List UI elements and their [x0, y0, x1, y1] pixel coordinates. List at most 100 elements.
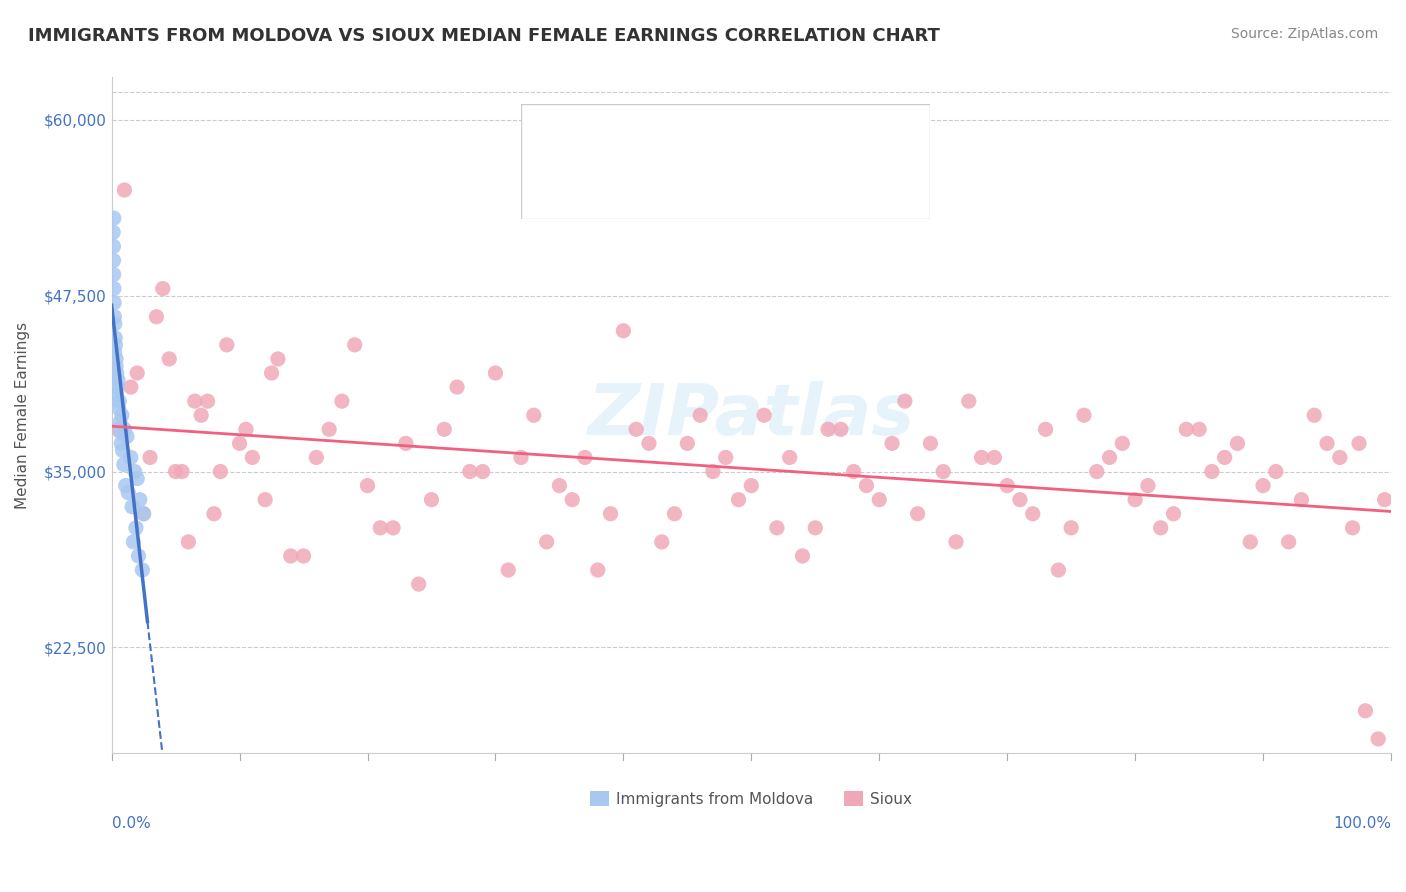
- Point: [240, 450, 263, 465]
- Point: [177, 535, 200, 549]
- Point: [804, 521, 827, 535]
- Point: [120, 380, 142, 394]
- Point: [395, 436, 418, 450]
- Point: [536, 535, 558, 549]
- Text: 0.0%: 0.0%: [111, 816, 150, 831]
- Point: [120, 450, 142, 465]
- Point: [1341, 521, 1364, 535]
- Point: [235, 422, 257, 436]
- Point: [108, 415, 131, 429]
- Point: [727, 492, 749, 507]
- Point: [586, 563, 609, 577]
- Y-axis label: Median Female Earnings: Median Female Earnings: [15, 322, 30, 508]
- Point: [112, 458, 135, 472]
- Point: [702, 465, 724, 479]
- Point: [107, 373, 129, 387]
- Point: [202, 507, 225, 521]
- Point: [1111, 436, 1133, 450]
- Point: [103, 268, 125, 282]
- Point: [124, 465, 146, 479]
- Point: [111, 443, 134, 458]
- Point: [132, 507, 155, 521]
- Point: [111, 408, 134, 422]
- Point: [343, 338, 366, 352]
- Point: [165, 465, 187, 479]
- Point: [1251, 478, 1274, 492]
- Point: [779, 450, 801, 465]
- Point: [523, 408, 546, 422]
- Point: [1123, 492, 1146, 507]
- Point: [1008, 492, 1031, 507]
- Point: [484, 366, 506, 380]
- Point: [105, 351, 128, 366]
- Point: [105, 387, 128, 401]
- Point: [1213, 450, 1236, 465]
- Point: [104, 338, 127, 352]
- Point: [104, 317, 127, 331]
- Point: [197, 394, 219, 409]
- Point: [105, 366, 128, 380]
- Point: [209, 465, 232, 479]
- Point: [1316, 436, 1339, 450]
- Point: [128, 492, 150, 507]
- Point: [115, 429, 138, 443]
- Point: [101, 225, 124, 239]
- Point: [103, 211, 125, 226]
- Point: [127, 366, 149, 380]
- Point: [107, 422, 129, 436]
- Point: [117, 485, 139, 500]
- Point: [104, 331, 127, 345]
- Text: IMMIGRANTS FROM MOLDOVA VS SIOUX MEDIAN FEMALE EARNINGS CORRELATION CHART: IMMIGRANTS FROM MOLDOVA VS SIOUX MEDIAN …: [28, 27, 941, 45]
- Point: [132, 507, 155, 521]
- Point: [689, 408, 711, 422]
- Point: [433, 422, 456, 436]
- Point: [145, 310, 167, 324]
- Point: [184, 394, 207, 409]
- Point: [907, 507, 929, 521]
- Point: [510, 450, 533, 465]
- Point: [215, 338, 238, 352]
- Point: [752, 408, 775, 422]
- Point: [110, 425, 132, 439]
- Point: [1022, 507, 1045, 521]
- Point: [105, 359, 128, 373]
- Point: [714, 450, 737, 465]
- Point: [131, 563, 153, 577]
- Point: [766, 521, 789, 535]
- Point: [292, 549, 315, 563]
- Point: [112, 422, 135, 436]
- Point: [920, 436, 942, 450]
- Point: [190, 408, 212, 422]
- Point: [356, 478, 378, 492]
- Point: [1201, 465, 1223, 479]
- Point: [1188, 422, 1211, 436]
- Point: [170, 465, 193, 479]
- Point: [121, 500, 143, 514]
- Point: [1098, 450, 1121, 465]
- Point: [1073, 408, 1095, 422]
- Point: [676, 436, 699, 450]
- Point: [112, 183, 135, 197]
- Point: [496, 563, 519, 577]
- Point: [1085, 465, 1108, 479]
- Point: [638, 436, 661, 450]
- Point: [330, 394, 353, 409]
- Point: [574, 450, 596, 465]
- Point: [1264, 465, 1286, 479]
- Point: [1175, 422, 1198, 436]
- Legend: Immigrants from Moldova, Sioux: Immigrants from Moldova, Sioux: [585, 785, 918, 813]
- Text: 100.0%: 100.0%: [1333, 816, 1391, 831]
- Point: [1348, 436, 1371, 450]
- Point: [420, 492, 443, 507]
- Point: [1239, 535, 1261, 549]
- Point: [254, 492, 277, 507]
- Point: [139, 450, 162, 465]
- Point: [103, 295, 125, 310]
- Point: [1136, 478, 1159, 492]
- Point: [127, 472, 149, 486]
- Point: [945, 535, 967, 549]
- Point: [957, 394, 980, 409]
- Point: [1367, 731, 1389, 746]
- Point: [108, 394, 131, 409]
- Point: [1035, 422, 1057, 436]
